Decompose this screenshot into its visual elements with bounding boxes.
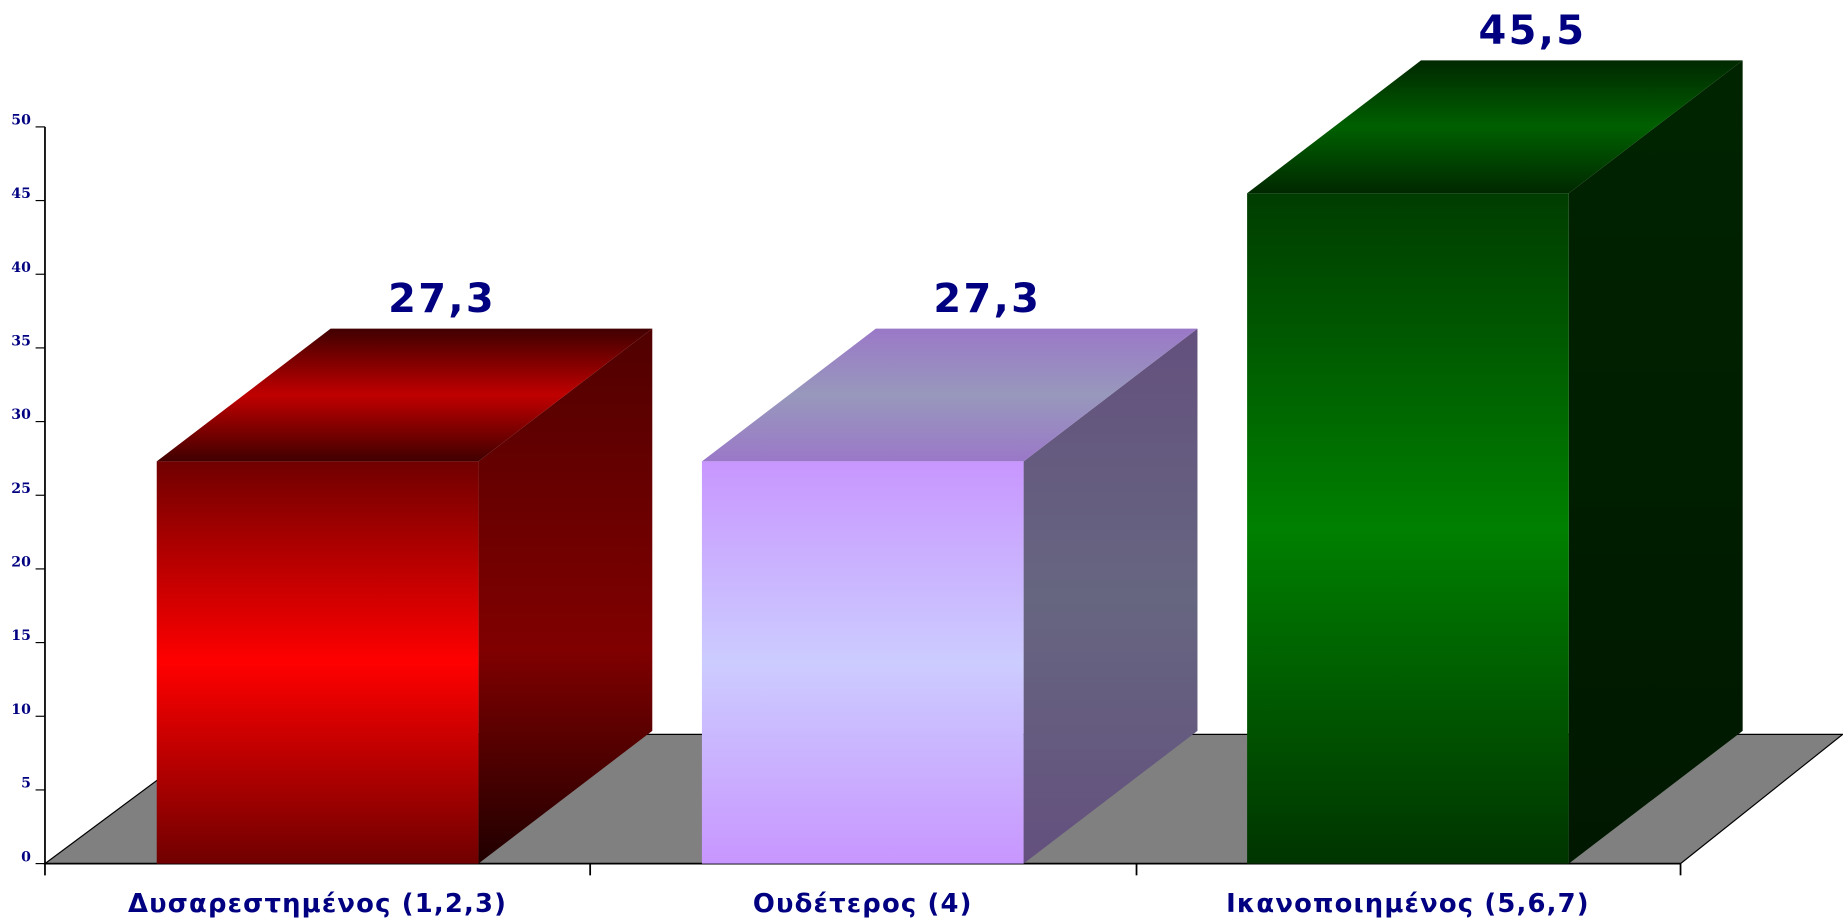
bar — [1247, 193, 1569, 864]
y-tick-label: 20 — [11, 555, 31, 571]
bar-top — [156, 328, 653, 462]
y-tick-label: 30 — [11, 407, 31, 423]
bar-side — [478, 328, 653, 864]
y-tick-label: 10 — [11, 702, 31, 718]
bar — [156, 461, 479, 864]
value-label: 45,5 — [1479, 8, 1587, 54]
y-tick-label: 35 — [11, 334, 31, 350]
bar-side — [1568, 60, 1743, 864]
y-tick-label: 25 — [11, 481, 31, 497]
value-label: 27,3 — [388, 276, 496, 322]
y-tick-label: 40 — [11, 260, 31, 276]
value-label: 27,3 — [933, 276, 1041, 322]
y-tick-label: 45 — [11, 186, 31, 202]
y-tick-label: 50 — [11, 113, 31, 129]
x-tick-label: Δυσαρεστημένος (1,2,3) — [128, 889, 507, 919]
bar-top — [701, 328, 1198, 462]
bar — [701, 461, 1024, 864]
bar-side — [1023, 328, 1198, 864]
y-tick-label: 0 — [21, 849, 31, 865]
y-tick-label: 5 — [21, 776, 31, 792]
bar-top — [1247, 60, 1743, 194]
x-tick-label: Ουδέτερος (4) — [753, 889, 973, 919]
y-tick-label: 15 — [11, 628, 31, 644]
x-tick-label: Ικανοποιημένος (5,6,7) — [1226, 889, 1590, 919]
